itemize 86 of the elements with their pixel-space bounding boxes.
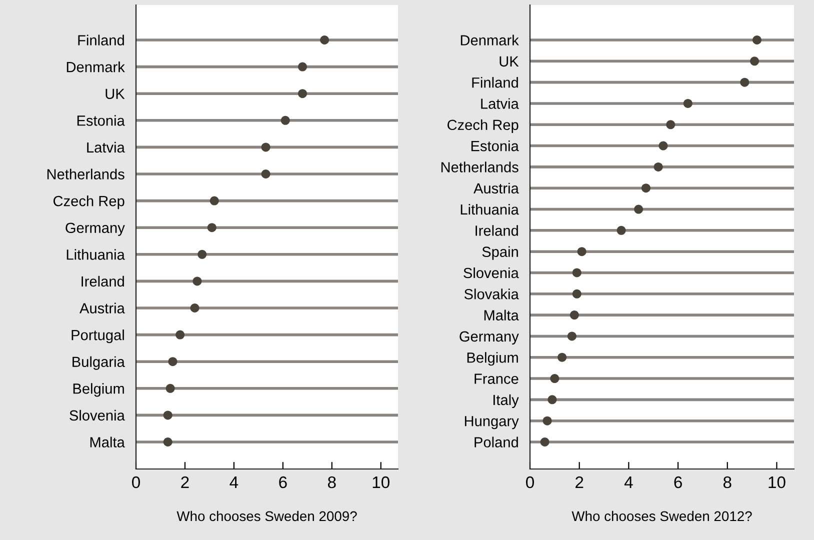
y-tick-label: Austria bbox=[474, 182, 519, 194]
y-tick-label: Latvia bbox=[87, 142, 125, 153]
point bbox=[176, 330, 185, 340]
y-tick-label: Bulgaria bbox=[72, 356, 125, 370]
y-tick-label: Portugal bbox=[72, 330, 124, 344]
y-tick-label: Lithuania bbox=[460, 204, 519, 215]
point bbox=[207, 223, 216, 232]
y-tick-label: UK bbox=[106, 88, 125, 100]
point bbox=[572, 289, 582, 298]
y-tick-label: Latvia bbox=[481, 98, 519, 109]
x-tick-label: 6 bbox=[674, 476, 682, 488]
point bbox=[166, 384, 175, 393]
x-tick-label: 0 bbox=[526, 476, 534, 488]
y-tick-label: Czech Rep bbox=[447, 119, 518, 133]
y-tick-label: Netherlands bbox=[47, 168, 124, 180]
point bbox=[298, 62, 308, 72]
y-tick-label: Finland bbox=[78, 34, 124, 46]
point bbox=[654, 162, 663, 172]
y-tick-label: Hungary bbox=[464, 416, 519, 430]
y-tick-label: Germany bbox=[66, 222, 125, 236]
y-tick-label: Belgium bbox=[73, 383, 124, 397]
y-tick-label: Estonia bbox=[471, 140, 519, 152]
point bbox=[210, 196, 219, 206]
point bbox=[740, 78, 750, 87]
y-tick-label: Estonia bbox=[77, 115, 125, 126]
x-tick-label: 8 bbox=[723, 476, 732, 488]
y-tick-label: Ireland bbox=[82, 276, 124, 287]
point bbox=[320, 36, 330, 44]
x-tick-label: 2 bbox=[576, 476, 584, 488]
point bbox=[190, 304, 200, 312]
x-axis-title: Who chooses Sweden 2012? bbox=[572, 510, 752, 522]
x-tick-label: 2 bbox=[181, 476, 189, 488]
x-tick-label: 4 bbox=[230, 476, 238, 488]
point bbox=[634, 204, 644, 214]
y-tick-label: Austria bbox=[80, 302, 125, 314]
x-tick-label: 0 bbox=[132, 476, 140, 488]
point bbox=[168, 357, 178, 366]
x-tick-label: 10 bbox=[768, 476, 786, 488]
point bbox=[570, 310, 579, 320]
point bbox=[558, 352, 567, 362]
point bbox=[683, 98, 692, 108]
point bbox=[572, 268, 582, 278]
y-tick-label: Spain bbox=[482, 246, 518, 260]
y-tick-label: Slovenia bbox=[70, 410, 125, 421]
y-tick-label: Germany bbox=[460, 331, 519, 345]
x-tick-label: 6 bbox=[279, 476, 287, 488]
y-tick-label: UK bbox=[500, 56, 519, 67]
point bbox=[641, 184, 650, 193]
y-tick-label: Belgium bbox=[467, 352, 518, 366]
point bbox=[540, 438, 550, 446]
point bbox=[752, 36, 762, 44]
y-tick-label: Netherlands bbox=[441, 162, 518, 172]
point bbox=[550, 374, 560, 384]
y-tick-label: Slovakia bbox=[464, 288, 519, 300]
point bbox=[658, 141, 668, 150]
point bbox=[567, 332, 576, 341]
y-tick-label: Ireland bbox=[476, 225, 518, 236]
y-tick-label: Slovenia bbox=[464, 267, 519, 278]
y-tick-label: Malta bbox=[90, 436, 125, 448]
x-tick-label: 4 bbox=[624, 476, 633, 488]
point bbox=[666, 120, 676, 130]
y-tick-label: Poland bbox=[474, 436, 518, 448]
x-tick-label: 8 bbox=[328, 476, 336, 488]
point bbox=[192, 276, 202, 286]
point bbox=[261, 170, 270, 178]
point bbox=[163, 438, 172, 446]
y-tick-label: Lithuania bbox=[66, 249, 125, 260]
y-tick-label: Denmark bbox=[460, 34, 519, 46]
point bbox=[616, 226, 626, 235]
y-tick-label: Denmark bbox=[66, 62, 125, 72]
point bbox=[542, 416, 552, 426]
y-tick-label: Malta bbox=[484, 310, 519, 320]
y-tick-label: Czech Rep bbox=[53, 196, 124, 210]
point bbox=[261, 142, 270, 152]
x-axis-title: Who chooses Sweden 2009? bbox=[176, 510, 357, 522]
x-tick-label: 10 bbox=[372, 476, 390, 488]
y-tick-label: Italy bbox=[493, 394, 519, 408]
point bbox=[577, 247, 586, 256]
point bbox=[280, 116, 290, 125]
point bbox=[163, 410, 172, 420]
y-tick-label: France bbox=[474, 374, 518, 384]
point bbox=[298, 89, 308, 98]
y-tick-label: Finland bbox=[472, 77, 518, 88]
point bbox=[548, 395, 557, 404]
point bbox=[198, 250, 207, 259]
point bbox=[750, 56, 760, 66]
